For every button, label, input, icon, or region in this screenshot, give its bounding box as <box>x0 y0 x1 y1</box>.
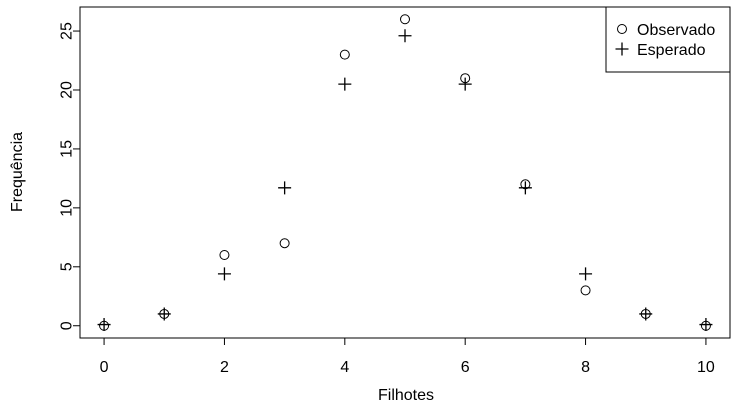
y-tick-label: 20 <box>59 81 76 99</box>
esperado-point <box>639 307 653 321</box>
esperado-point <box>699 318 713 332</box>
observado-point <box>400 14 410 25</box>
esperado-point <box>398 29 412 43</box>
esperado-point <box>97 318 111 332</box>
observado-point <box>219 250 230 261</box>
y-tick-label: 10 <box>59 199 76 217</box>
x-tick-label: 6 <box>461 359 470 376</box>
esperado-point <box>157 307 171 321</box>
esperado-point <box>518 181 532 195</box>
x-tick-label: 8 <box>581 359 590 376</box>
esperado-point <box>458 77 472 91</box>
observado-point <box>580 285 591 296</box>
data-marks <box>97 14 713 332</box>
y-axis-ticks: 0 5 10 15 20 25 <box>59 22 80 330</box>
y-tick-label: 25 <box>59 22 76 40</box>
x-axis-title: Filhotes <box>378 387 434 404</box>
x-tick-label: 10 <box>697 359 715 376</box>
y-tick-label: 15 <box>59 140 76 158</box>
x-tick-label: 0 <box>100 359 109 376</box>
legend-box <box>605 6 731 73</box>
legend-label-esperado: Esperado <box>637 42 706 59</box>
esperado-point <box>338 77 352 91</box>
x-tick-label: 4 <box>340 359 349 376</box>
y-tick-label: 5 <box>59 262 76 271</box>
observado-point <box>279 238 290 249</box>
legend-label-observado: Observado <box>637 22 715 39</box>
esperado-point <box>217 267 231 281</box>
y-axis-title: Frequência <box>9 132 26 212</box>
legend-circle-icon <box>617 24 627 34</box>
x-tick-label: 2 <box>220 359 229 376</box>
y-tick-label: 0 <box>59 321 76 330</box>
legend: Observado Esperado <box>605 6 731 73</box>
esperado-point <box>278 181 292 195</box>
legend-plus-icon <box>615 42 629 56</box>
x-axis-ticks: 0 2 4 6 8 10 <box>100 338 715 376</box>
esperado-point <box>579 267 593 281</box>
observado-point <box>339 49 350 60</box>
